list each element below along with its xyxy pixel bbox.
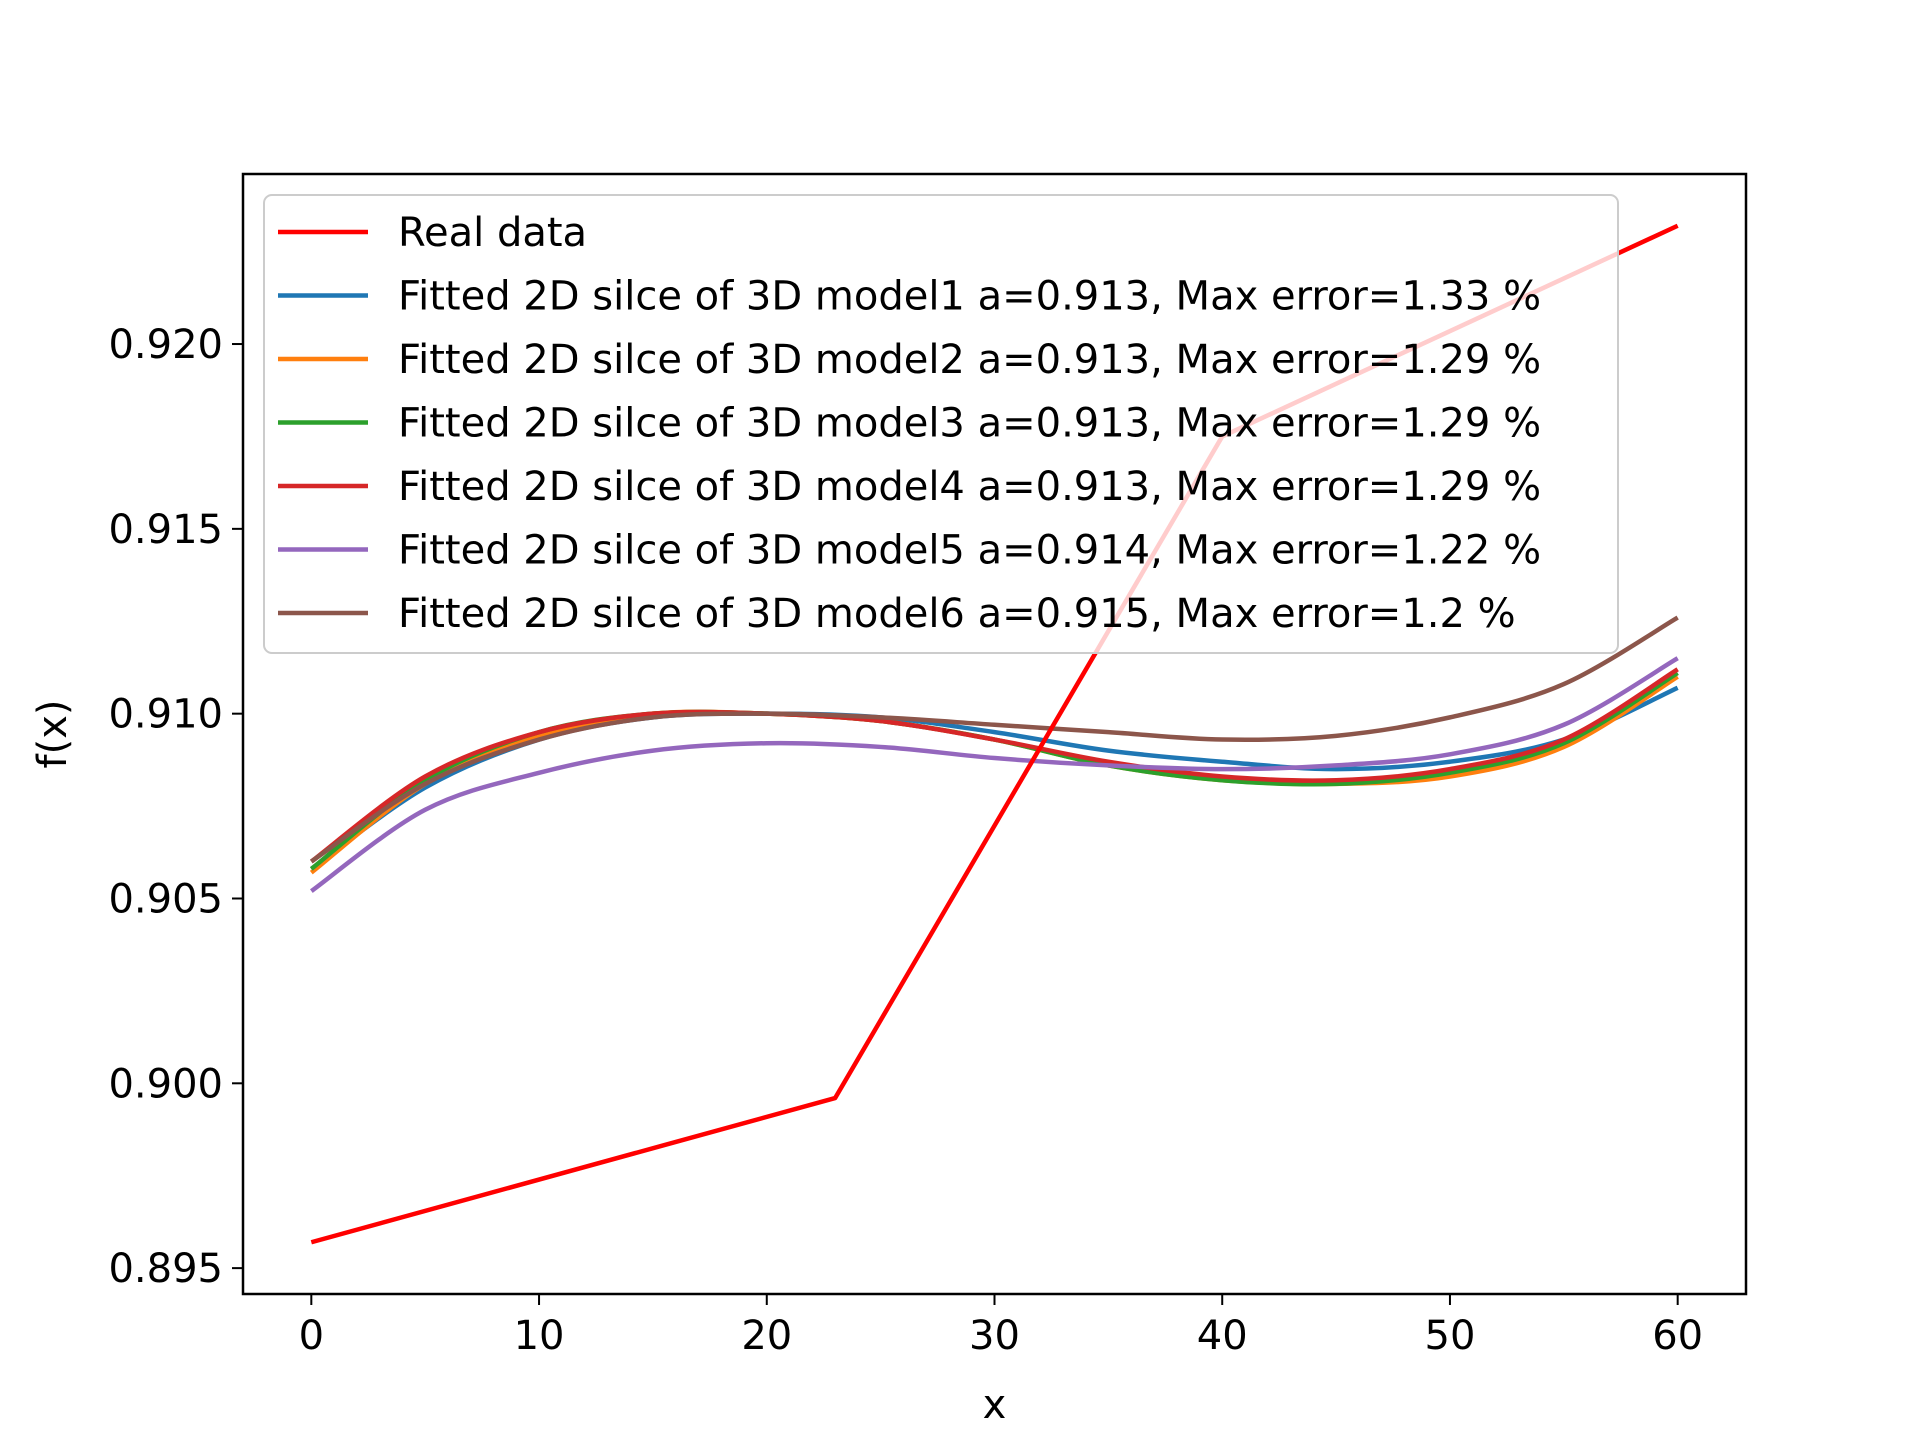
y-tick-label: 0.900: [108, 1061, 223, 1107]
y-tick-label: 0.915: [108, 507, 223, 553]
y-axis-label: f(x): [30, 700, 76, 769]
x-tick-label: 50: [1425, 1313, 1476, 1359]
x-tick-label: 60: [1652, 1313, 1703, 1359]
series-line-6: [310, 656, 1679, 893]
y-tick-label: 0.895: [108, 1246, 223, 1292]
y-tick-label: 0.920: [108, 322, 223, 368]
legend-label-4: Fitted 2D silce of 3D model3 a=0.913, Ma…: [398, 401, 1541, 447]
y-tick-label: 0.910: [108, 692, 223, 738]
x-tick-label: 0: [299, 1313, 324, 1359]
x-tick-label: 40: [1197, 1313, 1248, 1359]
legend: Real data Fitted 2D silce of 3D model1 a=…: [263, 194, 1619, 654]
legend-label-2: Fitted 2D silce of 3D model1 a=0.913, Ma…: [398, 274, 1541, 320]
legend-box: [263, 194, 1619, 654]
y-axis-ticks: 0.895 0.900 0.905 0.910 0.915 0.920: [108, 322, 243, 1292]
legend-label-3: Fitted 2D silce of 3D model2 a=0.913, Ma…: [398, 337, 1541, 383]
x-tick-label: 20: [741, 1313, 792, 1359]
legend-label-1: Real data: [398, 210, 587, 256]
legend-label-7: Fitted 2D silce of 3D model6 a=0.915, Ma…: [398, 591, 1516, 637]
x-axis-ticks: 0 10 20 30 40 50 60: [299, 1294, 1703, 1359]
y-tick-label: 0.905: [108, 876, 223, 922]
legend-label-5: Fitted 2D silce of 3D model4 a=0.913, Ma…: [398, 464, 1541, 510]
x-axis-label: x: [983, 1382, 1007, 1428]
series-line-5: [309, 667, 1679, 864]
x-tick-label: 30: [969, 1313, 1020, 1359]
series-line-7: [310, 615, 1679, 864]
x-tick-label: 10: [514, 1313, 565, 1359]
legend-label-6: Fitted 2D silce of 3D model5 a=0.914, Ma…: [398, 528, 1541, 574]
